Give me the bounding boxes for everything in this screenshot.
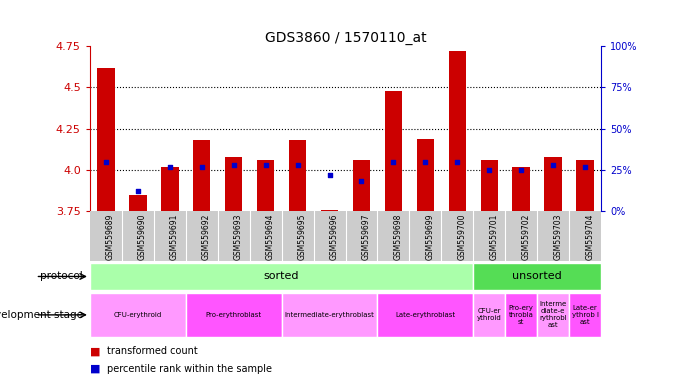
Point	[356, 179, 367, 185]
Text: CFU-erythroid: CFU-erythroid	[113, 312, 162, 318]
Bar	[473, 293, 505, 337]
Text: GSM559694: GSM559694	[265, 214, 274, 260]
Bar	[569, 293, 601, 337]
Text: GSM559691: GSM559691	[170, 214, 179, 260]
Point	[580, 164, 591, 170]
Point	[228, 162, 239, 168]
Point	[100, 159, 111, 165]
Bar	[385, 91, 402, 211]
Text: Late-erythroblast: Late-erythroblast	[395, 312, 455, 318]
Text: GSM559690: GSM559690	[138, 214, 146, 260]
Text: protocol: protocol	[40, 271, 83, 281]
Point	[484, 167, 495, 173]
Point	[164, 164, 176, 170]
Bar	[97, 68, 115, 211]
Bar	[352, 160, 370, 211]
Bar	[448, 51, 466, 211]
Point	[260, 162, 271, 168]
Point	[452, 159, 463, 165]
Text: GSM559701: GSM559701	[489, 214, 498, 260]
Bar	[289, 140, 306, 211]
Bar	[281, 293, 377, 337]
Text: Intermediate-erythroblast: Intermediate-erythroblast	[285, 312, 375, 318]
Text: Pro-erythroblast: Pro-erythroblast	[206, 312, 262, 318]
Text: GSM559693: GSM559693	[234, 214, 243, 260]
Bar	[321, 210, 339, 211]
Bar	[480, 160, 498, 211]
Bar	[257, 160, 274, 211]
Text: Late-er
ythrob l
ast: Late-er ythrob l ast	[571, 305, 598, 325]
Bar	[537, 293, 569, 337]
Text: Interme
diate-e
rythrobl
ast: Interme diate-e rythrobl ast	[540, 301, 567, 328]
Text: GSM559698: GSM559698	[393, 214, 402, 260]
Point	[324, 172, 335, 178]
Bar	[505, 293, 537, 337]
Text: percentile rank within the sample: percentile rank within the sample	[107, 364, 272, 374]
Text: GSM559704: GSM559704	[585, 214, 594, 260]
Bar	[576, 160, 594, 211]
Point	[388, 159, 399, 165]
Bar	[90, 263, 473, 290]
Bar	[225, 157, 243, 211]
Text: GSM559702: GSM559702	[521, 214, 530, 260]
Text: GSM559689: GSM559689	[106, 214, 115, 260]
Text: CFU-er
ythroid: CFU-er ythroid	[477, 308, 502, 321]
Point	[515, 167, 527, 173]
Bar	[129, 195, 146, 211]
Text: GSM559699: GSM559699	[426, 214, 435, 260]
Text: Pro-ery
throbla
st: Pro-ery throbla st	[509, 305, 533, 325]
Point	[292, 162, 303, 168]
Bar	[161, 167, 178, 211]
Point	[548, 162, 559, 168]
Bar	[473, 263, 601, 290]
Text: GSM559703: GSM559703	[553, 214, 562, 260]
Title: GDS3860 / 1570110_at: GDS3860 / 1570110_at	[265, 31, 426, 45]
Text: unsorted: unsorted	[513, 271, 562, 281]
Bar	[193, 140, 211, 211]
Text: ■: ■	[90, 364, 100, 374]
Bar	[417, 139, 434, 211]
Text: sorted: sorted	[264, 271, 299, 281]
Text: GSM559696: GSM559696	[330, 214, 339, 260]
Text: development stage: development stage	[0, 310, 83, 320]
Text: GSM559695: GSM559695	[298, 214, 307, 260]
Text: GSM559697: GSM559697	[361, 214, 370, 260]
Point	[132, 188, 143, 194]
Bar	[90, 293, 186, 337]
Bar	[377, 293, 473, 337]
Bar	[513, 167, 530, 211]
Text: transformed count: transformed count	[107, 346, 198, 356]
Text: ■: ■	[90, 346, 100, 356]
Bar	[186, 293, 281, 337]
Text: GSM559692: GSM559692	[202, 214, 211, 260]
Point	[420, 159, 431, 165]
Text: GSM559700: GSM559700	[457, 214, 466, 260]
Point	[196, 164, 207, 170]
Bar	[545, 157, 562, 211]
